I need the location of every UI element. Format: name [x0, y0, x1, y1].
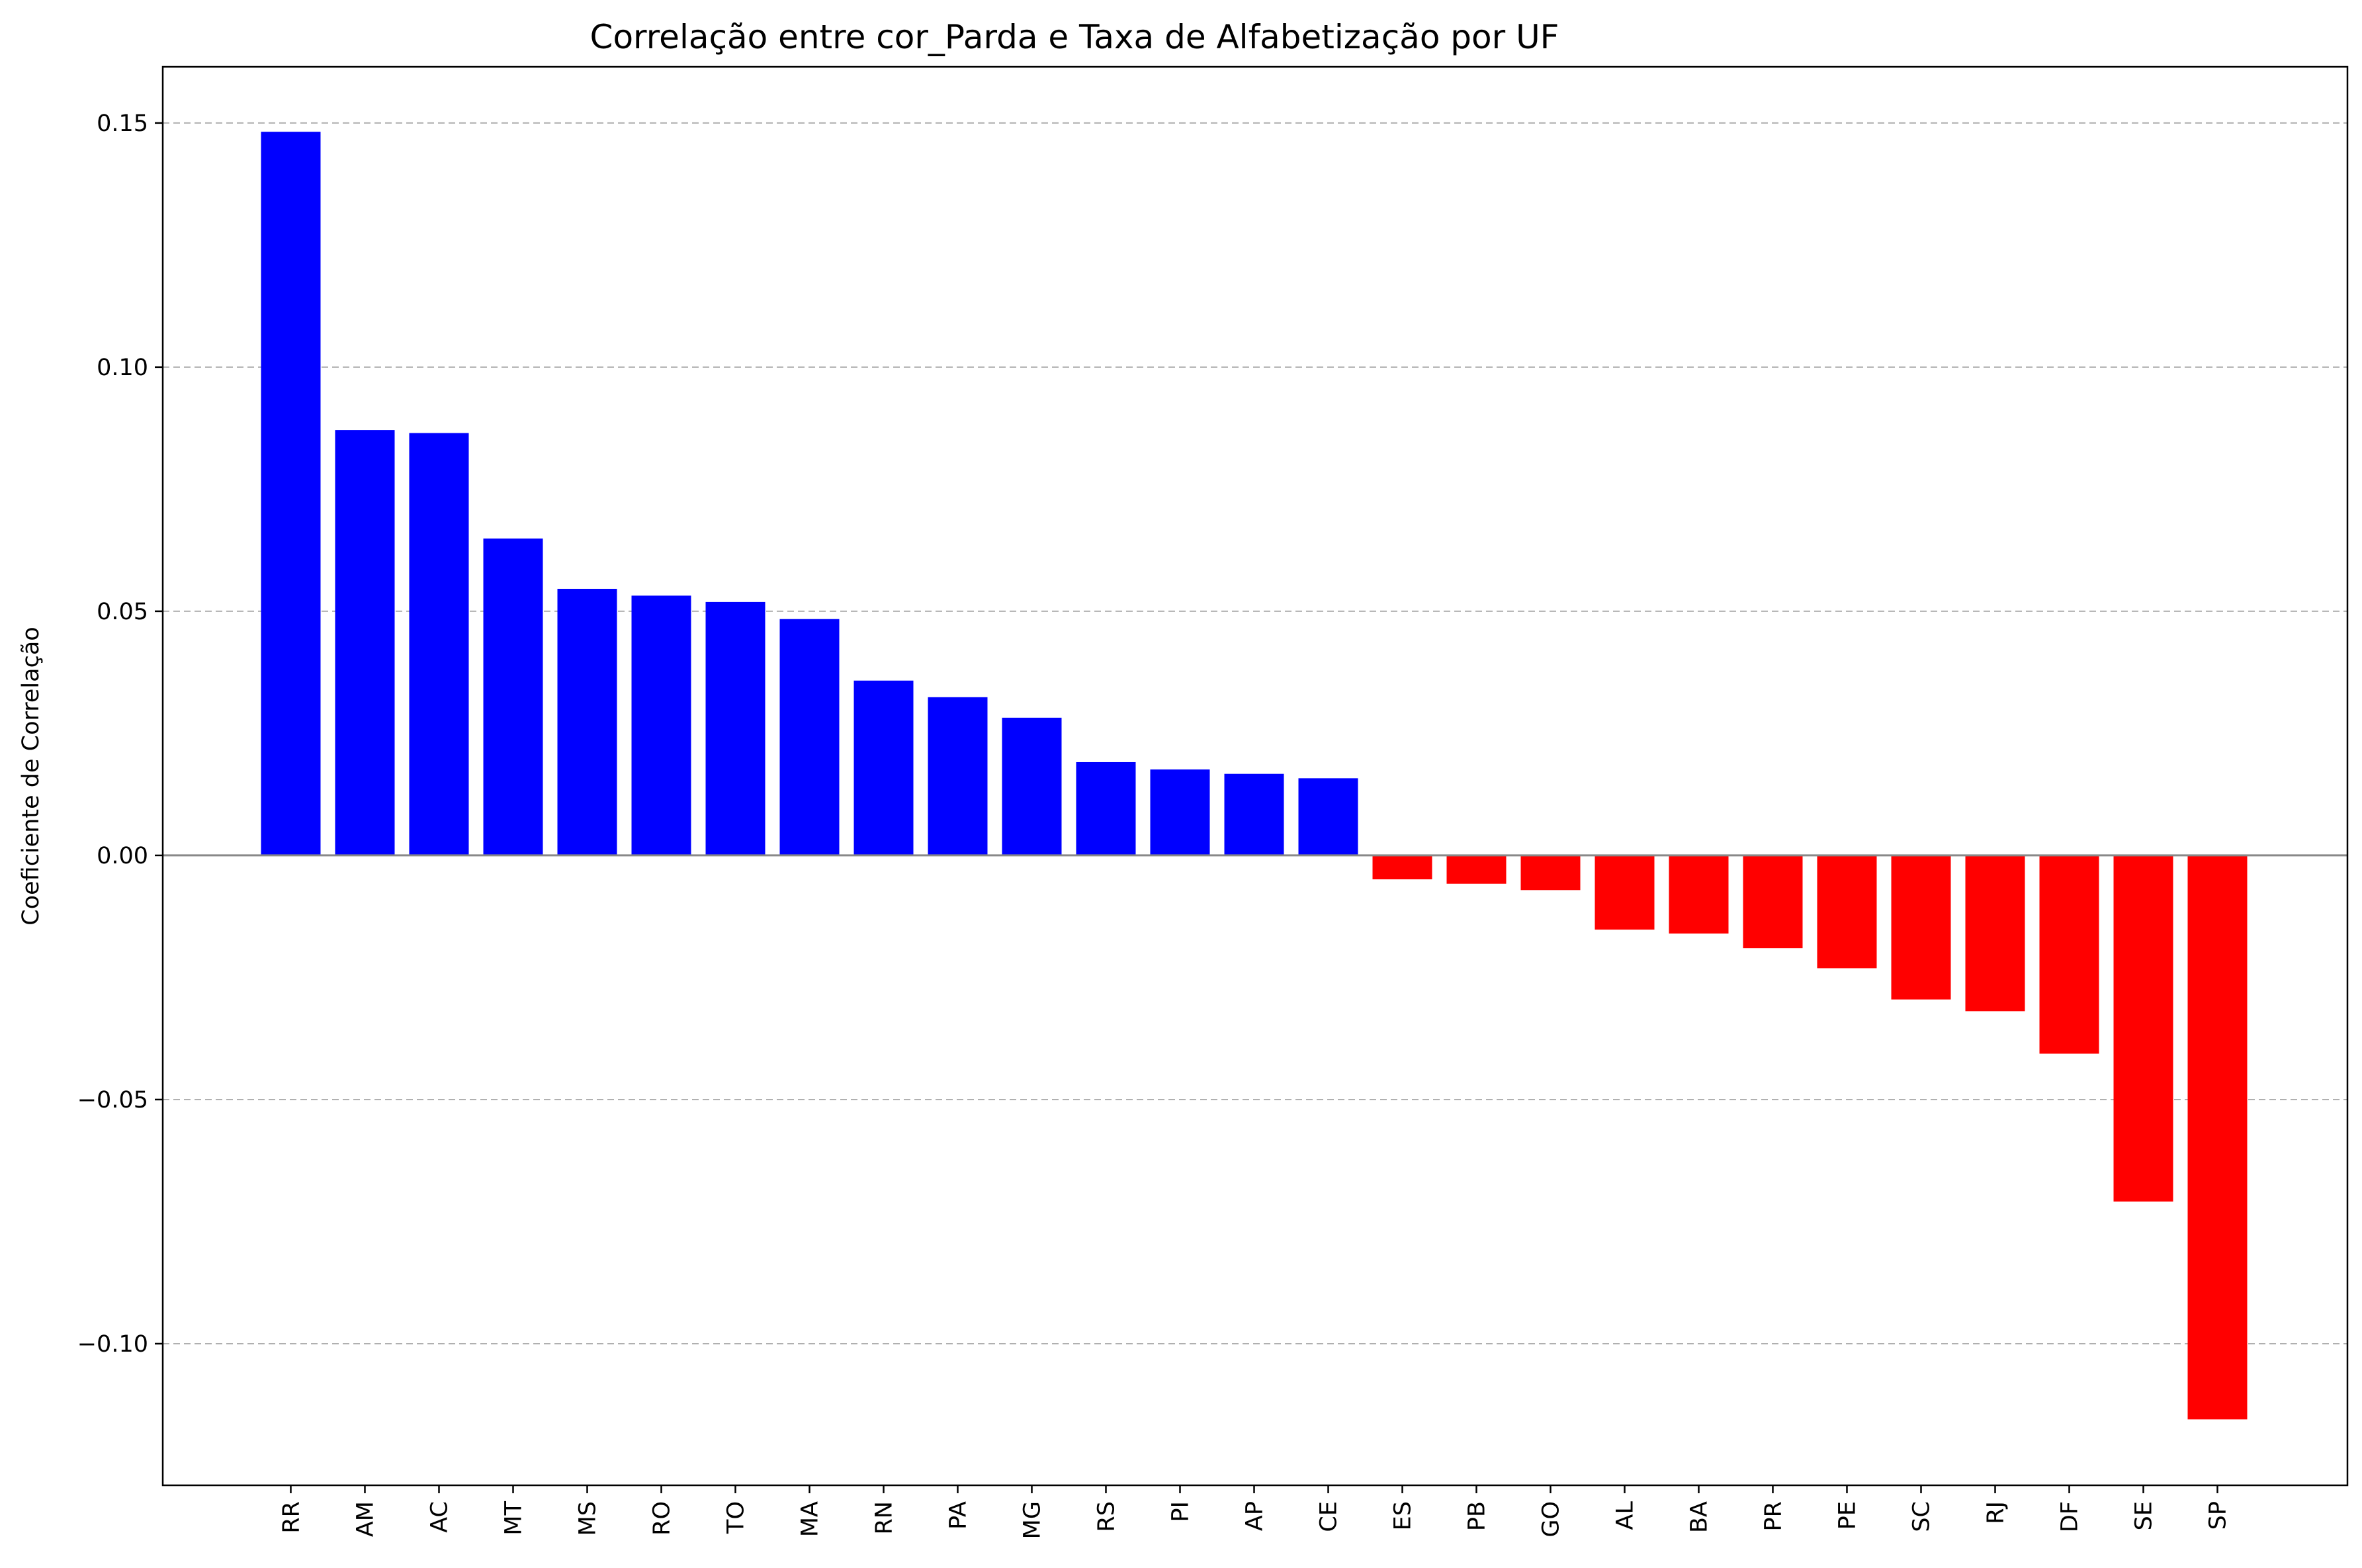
- y-tick-label: 0.15: [97, 110, 148, 137]
- bar-ma: [779, 619, 840, 855]
- bar-am: [335, 430, 395, 855]
- plot-frame: [161, 65, 2349, 1487]
- x-tick-label: PR: [1761, 1501, 1787, 1531]
- x-tick-label: SP: [2205, 1501, 2232, 1530]
- y-axis: 0.15 0.10 0.05 0.00 −0.05 −0.10: [77, 110, 163, 1358]
- x-tick-label: AM: [353, 1501, 379, 1537]
- y-tick-label: 0.10: [97, 355, 148, 381]
- chart-title: Correlação entre cor_Parda e Taxa de Alf…: [590, 18, 1559, 56]
- bar-ce: [1298, 778, 1358, 855]
- x-tick-label: RS: [1094, 1501, 1120, 1532]
- x-tick-label: MG: [1020, 1501, 1046, 1539]
- x-tick-label: AL: [1612, 1501, 1639, 1530]
- y-axis-label: Coeficiente de Correlação: [18, 627, 44, 925]
- bar-pi: [1150, 769, 1210, 855]
- bar-ms: [557, 588, 617, 855]
- x-tick-label: SC: [1909, 1501, 1935, 1532]
- bar-ro: [631, 595, 691, 855]
- x-tick-label: PB: [1464, 1501, 1491, 1531]
- y-tick-label: −0.10: [77, 1331, 148, 1358]
- bar-pe: [1817, 855, 1877, 969]
- x-tick-label: RR: [279, 1501, 305, 1534]
- bar-rj: [1965, 855, 2025, 1012]
- bar-df: [2039, 855, 2099, 1054]
- x-tick-label: PE: [1835, 1501, 1861, 1530]
- x-tick-label: MS: [575, 1501, 601, 1536]
- bar-se: [2113, 855, 2173, 1202]
- x-tick-label: MT: [501, 1501, 527, 1535]
- bar-ac: [409, 433, 469, 855]
- x-tick-label: BA: [1686, 1501, 1713, 1533]
- x-tick-label: TO: [723, 1501, 750, 1534]
- bar-to: [705, 601, 765, 855]
- y-tick-label: −0.05: [77, 1087, 148, 1113]
- bar-sp: [2187, 855, 2248, 1420]
- bar-ba: [1669, 855, 1729, 934]
- x-tick-label: SE: [2131, 1501, 2158, 1530]
- x-tick-label: RO: [649, 1501, 676, 1536]
- bar-rs: [1076, 762, 1136, 855]
- x-tick-label: MA: [797, 1501, 824, 1537]
- x-tick-label: ES: [1390, 1501, 1417, 1530]
- x-tick-label: AP: [1242, 1501, 1268, 1531]
- bar-ap: [1224, 773, 1284, 855]
- x-tick-label: PI: [1168, 1501, 1194, 1522]
- bar-pb: [1446, 855, 1507, 884]
- bar-rr: [261, 132, 321, 855]
- x-tick-label: AC: [427, 1501, 453, 1533]
- x-tick-label: DF: [2057, 1501, 2083, 1532]
- bar-pa: [928, 697, 988, 855]
- bar-es: [1372, 855, 1432, 880]
- x-tick-label: RN: [871, 1501, 898, 1535]
- y-tick-label: 0.05: [97, 599, 148, 625]
- bar-mt: [483, 538, 543, 855]
- bar-al: [1595, 855, 1655, 930]
- bars: [261, 132, 2248, 1420]
- x-tick-label: GO: [1538, 1501, 1565, 1538]
- bar-go: [1520, 855, 1581, 891]
- x-axis: RR AM AC MT MS RO TO MA RN PA MG RS PI AP CE ES PB GO AL BA…: [279, 1485, 2232, 1539]
- bar-sc: [1891, 855, 1951, 1000]
- bar-rn: [853, 680, 914, 855]
- y-tick-label: 0.00: [97, 843, 148, 869]
- x-tick-label: CE: [1316, 1501, 1342, 1532]
- bar-mg: [1002, 717, 1062, 855]
- bar-pr: [1743, 855, 1803, 949]
- x-tick-label: RJ: [1983, 1501, 2009, 1524]
- x-tick-label: PA: [945, 1501, 972, 1530]
